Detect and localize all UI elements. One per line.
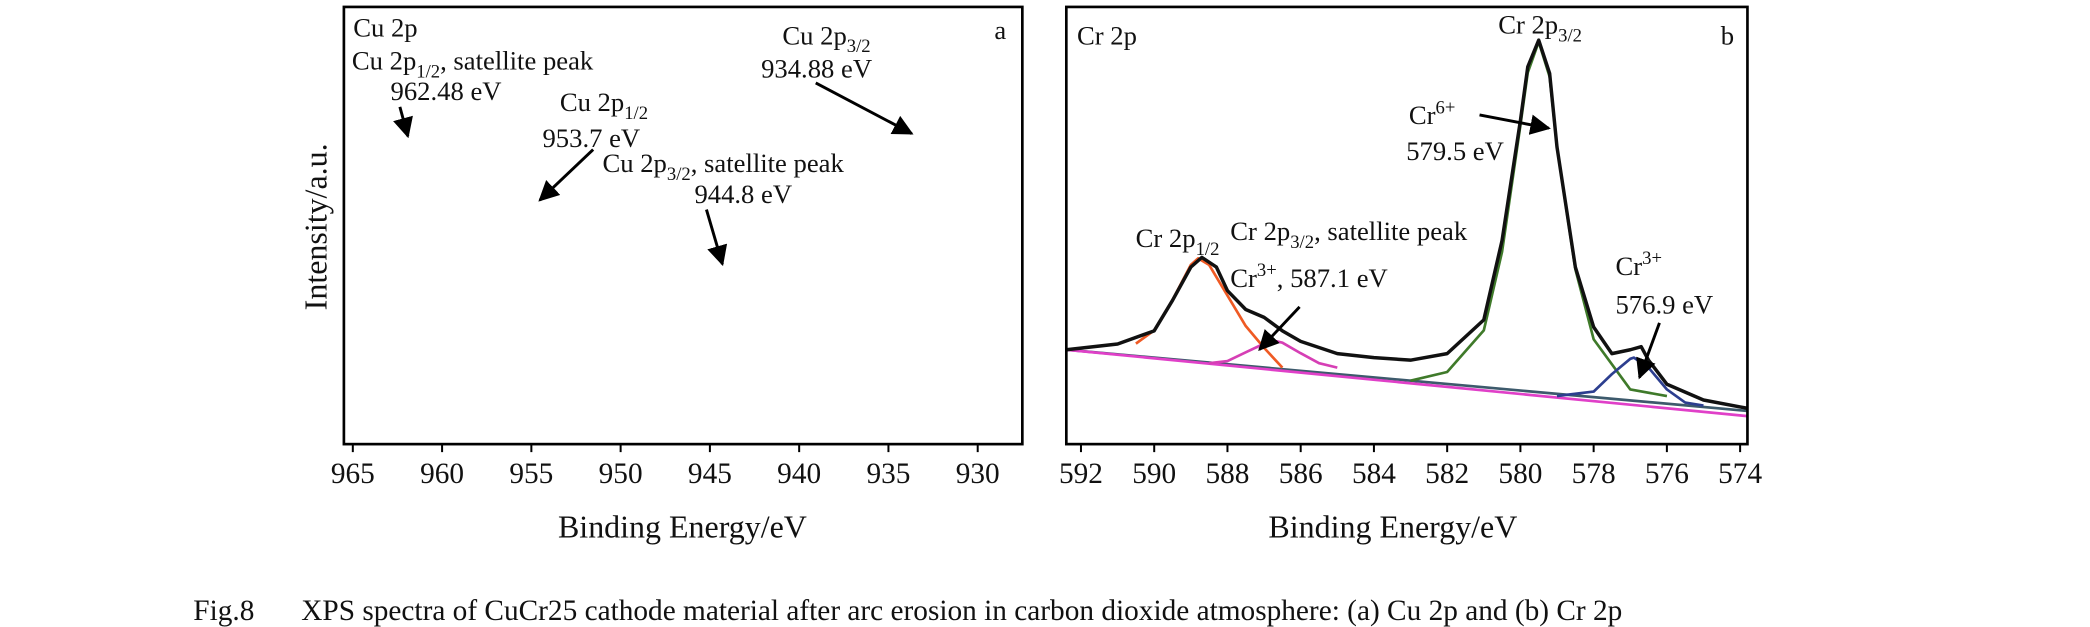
annotation-part: Cu 2p xyxy=(782,20,846,50)
caption-label: Fig.8 xyxy=(193,595,254,627)
annotation-part: , satellite peak xyxy=(440,46,594,76)
annotation: Cu 2p3/2 xyxy=(782,20,870,57)
x-tick-label: 955 xyxy=(509,458,553,490)
annotation-part: , satellite peak xyxy=(1314,216,1468,246)
annotation: 953.7 eV xyxy=(542,123,640,153)
annotation-part: Cu 2p xyxy=(560,87,624,117)
annotation-part: 1/2 xyxy=(416,62,440,83)
annotation-part: 962.48 eV xyxy=(391,76,502,106)
arrow xyxy=(1479,113,1551,135)
annotation-part: 3/2 xyxy=(1558,26,1582,47)
annotation-part: Cr 2p xyxy=(1498,10,1558,40)
plot-frame xyxy=(342,5,1024,446)
annotation: Cu 2p1/2, satellite peak xyxy=(352,46,594,83)
annotation-part: 934.88 eV xyxy=(761,54,872,84)
x-tick-label: 580 xyxy=(1498,458,1542,490)
annotation: Cr 2p1/2 xyxy=(1136,223,1220,260)
x-tick-label: 960 xyxy=(420,458,464,490)
annotation: Cr 2p3/2, satellite peak xyxy=(1230,216,1468,253)
plot-frame xyxy=(1064,5,1749,446)
x-axis-label: Binding Energy/eV xyxy=(1268,509,1517,544)
annotation: Cu 2p1/2 xyxy=(560,87,648,124)
plot-area xyxy=(344,38,1748,418)
element-label: Cr 2p xyxy=(1077,20,1137,50)
element-label: Cu 2p xyxy=(353,12,417,42)
annotation-part: Cu 2p xyxy=(352,46,416,76)
spectrum-line xyxy=(442,147,620,297)
annotation-part: Cr xyxy=(1230,263,1257,293)
x-tick-label: 574 xyxy=(1718,458,1762,490)
x-tick-label: 582 xyxy=(1425,458,1469,490)
spectrum-line xyxy=(344,107,514,264)
annotation: 944.8 eV xyxy=(694,179,792,209)
annotation-part: Cr 2p xyxy=(1230,216,1290,246)
annotation-part: , 587.1 eV xyxy=(1277,263,1388,293)
annotation-part: 576.9 eV xyxy=(1615,290,1713,320)
annotation: 576.9 eV xyxy=(1615,290,1713,320)
annotation-part: 3/2 xyxy=(847,36,871,57)
arrow xyxy=(815,81,914,135)
annotation-part: Cr xyxy=(1409,100,1436,130)
x-tick-label: 945 xyxy=(688,458,732,490)
annotation-part: Cu 2p xyxy=(602,148,666,178)
x-tick-label: 584 xyxy=(1352,458,1396,490)
x-tick-label: 592 xyxy=(1059,458,1103,490)
x-tick-label: 940 xyxy=(777,458,821,490)
annotation-part: 953.7 eV xyxy=(542,123,640,153)
y-axis-label: Intensity/a.u. xyxy=(299,143,334,310)
annotation-part: 3+ xyxy=(1642,248,1662,269)
x-tick-label: 576 xyxy=(1645,458,1689,490)
annotation: 579.5 eV xyxy=(1406,136,1504,166)
arrow xyxy=(705,209,728,267)
annotation-part: 3+ xyxy=(1257,260,1277,281)
annotation-part: 6+ xyxy=(1436,98,1456,119)
arrow xyxy=(538,148,595,202)
caption-text: XPS spectra of CuCr25 cathode material a… xyxy=(301,595,1622,627)
spectrum-line xyxy=(344,214,1014,416)
annotation-part: 944.8 eV xyxy=(694,179,792,209)
annotation-part: 1/2 xyxy=(624,103,648,124)
annotation-part: 3/2 xyxy=(1290,232,1314,253)
annotation-part: 579.5 eV xyxy=(1406,136,1504,166)
annotation-part: 1/2 xyxy=(1196,239,1220,260)
spectrum-line xyxy=(1066,348,1748,418)
annotation: Cr3+ xyxy=(1615,248,1662,281)
annotation: 962.48 eV xyxy=(391,76,502,106)
arrow xyxy=(393,106,413,139)
spectrum-line xyxy=(1066,38,1748,410)
x-tick-label: 950 xyxy=(599,458,643,490)
annotation-part: Cr xyxy=(1615,251,1642,281)
x-tick-label: 578 xyxy=(1572,458,1616,490)
arrow xyxy=(1636,322,1661,380)
x-tick-label: 965 xyxy=(331,458,375,490)
annotation-part: Cr 2p xyxy=(1136,223,1196,253)
x-tick-label: 930 xyxy=(956,458,1000,490)
annotation: Cr3+, 587.1 eV xyxy=(1230,260,1388,293)
panel-label: a xyxy=(994,15,1006,45)
annotation: Cr 2p3/2 xyxy=(1498,10,1582,47)
panel-label: b xyxy=(1721,20,1734,50)
x-tick-label: 586 xyxy=(1279,458,1323,490)
annotation: Cr6+ xyxy=(1409,98,1456,131)
annotation: 934.88 eV xyxy=(761,54,872,84)
spectrum-line xyxy=(621,230,1014,416)
annotation-part: 3/2 xyxy=(667,164,691,185)
annotation: Cu 2p3/2, satellite peak xyxy=(602,148,844,185)
annotation-part: , satellite peak xyxy=(691,148,845,178)
x-axis-label: Binding Energy/eV xyxy=(558,509,807,544)
arrow xyxy=(1258,305,1301,351)
x-tick-label: 935 xyxy=(866,458,910,490)
x-tick-label: 588 xyxy=(1205,458,1249,490)
x-tick-label: 590 xyxy=(1132,458,1176,490)
spectrum-line xyxy=(1556,356,1704,407)
